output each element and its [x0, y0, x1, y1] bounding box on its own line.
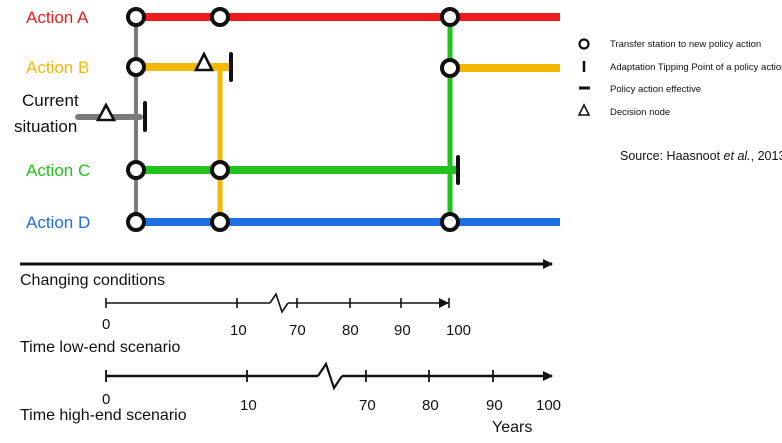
- action-c-label: Action C: [26, 161, 90, 180]
- legend: Transfer station to new policy action Ad…: [577, 38, 782, 118]
- high-end-tick-label: 100: [536, 397, 561, 414]
- transfer-stations: [126, 7, 460, 232]
- changing-conditions-axis: Changing conditions: [20, 259, 553, 289]
- transfer-station-icon: [440, 212, 460, 232]
- transfer-station-icon: [126, 160, 146, 180]
- high-end-tick-label: 80: [422, 397, 439, 414]
- transfer-station-icon: [126, 7, 146, 27]
- high-end-tick-label: 0: [102, 391, 110, 408]
- decision-node-icon: [577, 103, 591, 116]
- current-situation-label-line1: Current: [22, 91, 79, 110]
- transfer-station-icon: [440, 7, 460, 27]
- low-end-tick-label: 10: [230, 322, 247, 339]
- years-label: Years: [492, 419, 532, 436]
- low-end-tick-label: 70: [289, 322, 306, 339]
- low-end-axis-label: Time low-end scenario: [20, 339, 180, 356]
- action-labels: Action A Action B Current situation Acti…: [14, 8, 90, 232]
- legend-tipping-text: Adaptation Tipping Point of a policy act…: [610, 62, 782, 73]
- legend-effective-text: Policy action effective: [610, 84, 701, 95]
- high-end-tick-label: 70: [359, 397, 376, 414]
- transfer-station-icon: [210, 7, 230, 27]
- transfer-station-icon: [126, 212, 146, 232]
- changing-conditions-label: Changing conditions: [20, 272, 165, 289]
- legend-decision-text: Decision node: [610, 107, 670, 118]
- decision-node-icon: [95, 102, 117, 122]
- high-end-axis-label: Time high-end scenario: [20, 407, 187, 424]
- action-b-label: Action B: [26, 58, 89, 77]
- low-end-tick-label: 80: [342, 322, 359, 339]
- source-citation: Source: Haasnoot et al., 2013: [620, 149, 782, 163]
- transfer-station-icon: [210, 212, 230, 232]
- current-situation-label-line2: situation: [14, 117, 77, 136]
- low-end-tick-label: 0: [102, 316, 110, 333]
- low-end-axis: 0 10 70 80 90 100 Time low-end scenario: [20, 292, 471, 356]
- legend-transfer-text: Transfer station to new policy action: [610, 39, 761, 50]
- low-end-tick-label: 90: [394, 322, 411, 339]
- low-end-axis-break: [269, 292, 289, 314]
- action-a-label: Action A: [26, 8, 89, 27]
- high-end-tick-label: 10: [240, 397, 257, 414]
- action-d-label: Action D: [26, 213, 90, 232]
- decision-node-icon: [193, 51, 215, 72]
- high-end-axis: 0 10 70 80 90 100 Time high-end scenario…: [20, 361, 561, 436]
- low-end-tick-label: 100: [446, 322, 471, 339]
- transfer-station-icon: [210, 160, 230, 180]
- transfer-station-icon: [126, 57, 146, 77]
- high-end-axis-break: [317, 361, 343, 391]
- decision-nodes: [95, 51, 215, 122]
- transfer-station-icon: [440, 58, 460, 78]
- high-end-tick-label: 90: [486, 397, 503, 414]
- tipping-points: [143, 52, 460, 185]
- pathway-lines: [75, 13, 560, 226]
- transfer-station-icon: [578, 38, 590, 50]
